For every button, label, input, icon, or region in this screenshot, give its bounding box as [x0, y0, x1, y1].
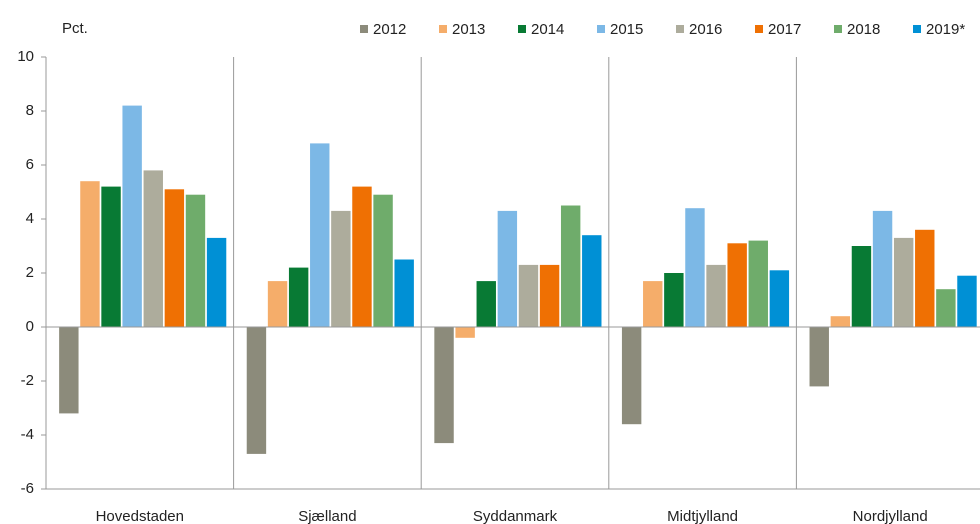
x-tick-label: Hovedstaden [96, 508, 184, 524]
bar [915, 229, 935, 327]
legend-swatch [360, 25, 368, 33]
bar [394, 259, 414, 327]
bar [621, 327, 642, 425]
bar [518, 264, 539, 327]
bar [497, 210, 518, 327]
bar [373, 194, 393, 327]
legend-label: 2018 [847, 21, 880, 38]
bar [310, 143, 330, 327]
legend-swatch [518, 25, 526, 33]
legend-label: 2019* [926, 21, 965, 38]
bar [769, 270, 790, 327]
y-tick-label: 0 [26, 318, 34, 335]
y-axis-label: Pct. [62, 20, 88, 37]
bar [206, 237, 227, 327]
bar [164, 189, 185, 327]
bar [434, 327, 454, 444]
bar [476, 281, 496, 327]
legend-label: 2017 [768, 21, 801, 38]
bar [59, 327, 79, 414]
bar [267, 281, 288, 327]
bar [331, 210, 351, 327]
y-tick-label: -2 [21, 372, 34, 389]
y-tick-label: -4 [21, 426, 34, 443]
bar [685, 208, 705, 327]
x-tick-label: Nordjylland [853, 508, 928, 524]
bar [80, 181, 100, 327]
bar [643, 281, 663, 327]
legend-label: 2014 [531, 21, 564, 38]
legend-label: 2015 [610, 21, 643, 38]
x-tick-label: Midtjylland [667, 508, 738, 524]
legend-swatch [597, 25, 605, 33]
bar [185, 194, 206, 327]
legend-label: 2016 [689, 21, 722, 38]
bar [246, 327, 267, 454]
bar [582, 235, 602, 327]
legend-swatch [755, 25, 763, 33]
legend-swatch [676, 25, 684, 33]
bar [830, 316, 851, 327]
x-tick-label: Syddanmark [473, 508, 558, 524]
bar [706, 264, 726, 327]
bar [101, 186, 121, 327]
bar [288, 267, 309, 327]
bar [957, 275, 977, 327]
bar [936, 289, 956, 327]
bar [664, 273, 684, 327]
bar [851, 246, 872, 327]
bar [143, 170, 163, 327]
y-tick-label: 6 [26, 156, 34, 173]
y-tick-label: 4 [26, 210, 34, 227]
legend-label: 2013 [452, 21, 485, 38]
bar [809, 327, 829, 387]
bar [893, 237, 914, 327]
y-tick-label: 8 [26, 102, 34, 119]
legend-swatch [834, 25, 842, 33]
bar [539, 264, 560, 327]
y-tick-label: 2 [26, 264, 34, 281]
x-tick-label: Sjælland [298, 508, 356, 524]
y-tick-label: -6 [21, 480, 34, 497]
bar [352, 186, 372, 327]
bar [122, 105, 142, 327]
bar [560, 205, 581, 327]
bar [748, 240, 768, 327]
legend-swatch [439, 25, 447, 33]
y-tick-label: 10 [17, 48, 34, 65]
bar [872, 210, 893, 327]
legend-swatch [913, 25, 921, 33]
legend-label: 2012 [373, 21, 406, 38]
bar [455, 327, 475, 338]
bar [727, 243, 747, 327]
